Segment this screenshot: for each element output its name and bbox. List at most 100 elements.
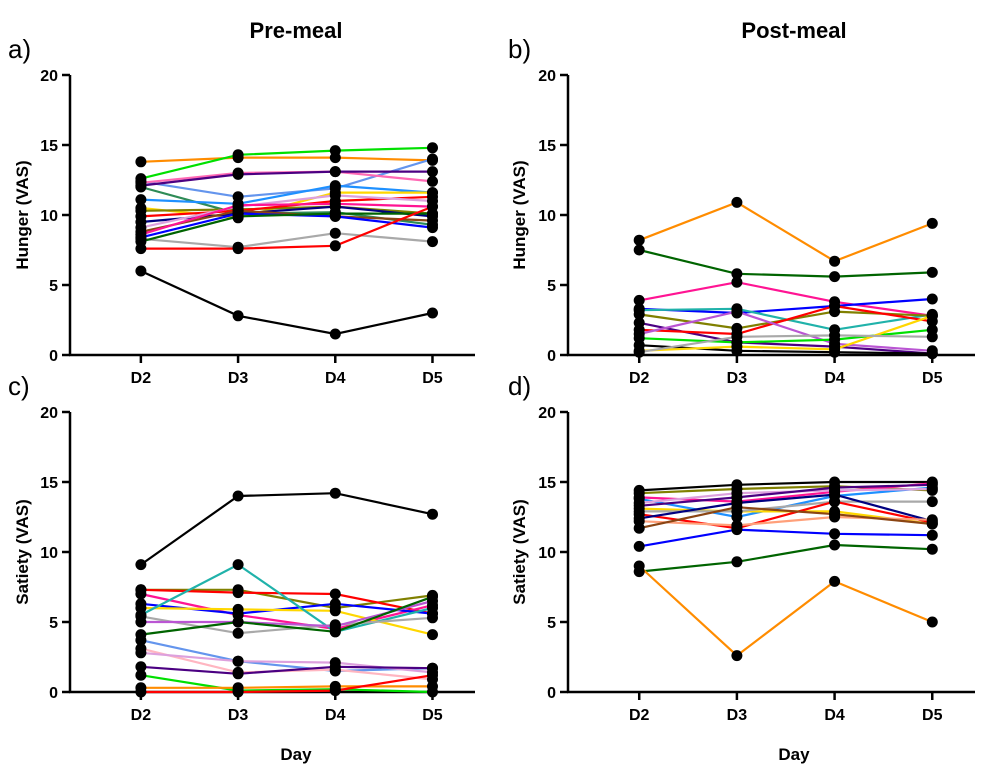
series-line: [140, 595, 433, 636]
series-line: [140, 674, 433, 694]
data-point: [427, 680, 438, 692]
data-point: [633, 522, 645, 534]
y-tick-label: 0: [49, 348, 58, 365]
y-axis-title: Hunger (VAS): [510, 160, 529, 269]
series-line: [639, 543, 933, 573]
y-tick-label: 5: [547, 278, 556, 295]
data-point: [232, 587, 244, 599]
panel-c: c) 0 5 10 15 20 D2 D3 D4 D5 Satiety (VAS): [8, 371, 475, 724]
data-point: [926, 496, 938, 508]
series-line: [140, 563, 433, 633]
data-point: [427, 236, 438, 248]
x-tick-label: D3: [727, 370, 748, 387]
data-point: [329, 328, 341, 340]
data-point: [329, 189, 341, 201]
y-tick-label: 5: [49, 615, 58, 632]
series-line: [140, 170, 433, 187]
data-point: [232, 603, 244, 615]
data-point: [427, 201, 438, 213]
data-point: [926, 266, 938, 278]
y-tick-label: 20: [538, 68, 556, 85]
data-point: [427, 307, 438, 319]
series-line: [140, 270, 433, 336]
data-point: [232, 490, 244, 502]
data-point: [329, 166, 341, 178]
x-tick-label: D2: [131, 707, 152, 724]
data-point: [135, 194, 147, 206]
data-point: [926, 293, 938, 305]
series-line: [140, 146, 433, 180]
data-point: [135, 669, 147, 681]
data-point: [731, 556, 743, 568]
x-tick-label: D3: [727, 707, 748, 724]
data-point: [329, 145, 341, 157]
series-line: [140, 184, 433, 205]
series-line: [639, 482, 933, 503]
series-line: [140, 205, 433, 250]
data-point: [135, 588, 147, 600]
series-line: [638, 506, 933, 530]
y-tick-label: 0: [49, 685, 58, 702]
series-line: [639, 483, 933, 507]
data-point: [427, 175, 438, 187]
data-point: [829, 300, 841, 312]
series-line: [639, 314, 933, 352]
data-point: [427, 508, 438, 520]
data-point: [427, 142, 438, 154]
x-tick-label: D5: [422, 370, 443, 387]
series-line: [140, 665, 433, 675]
series-line: [140, 156, 433, 163]
y-tick-label: 15: [538, 138, 556, 155]
x-tick-label: D2: [629, 707, 650, 724]
data-point: [329, 605, 341, 617]
y-tick-label: 0: [547, 685, 556, 702]
data-point: [232, 627, 244, 639]
data-point: [427, 612, 438, 624]
data-point: [926, 518, 938, 530]
data-point: [232, 243, 244, 255]
x-axis-title-left: Day: [280, 745, 312, 764]
data-point: [926, 529, 938, 541]
y-tick-label: 10: [538, 208, 556, 225]
data-point: [329, 626, 341, 638]
y-tick-label: 20: [40, 68, 58, 85]
data-point: [135, 181, 147, 193]
y-tick-label: 10: [40, 545, 58, 562]
data-point: [427, 669, 438, 681]
panel-d: d) 0 5 10 15 20 D2 D3 D4 D5 Satiety (VAS): [508, 371, 975, 724]
data-point: [829, 539, 841, 551]
data-point: [829, 489, 841, 501]
data-point: [135, 661, 147, 673]
data-point: [135, 647, 147, 659]
data-point: [329, 661, 341, 673]
panel-label-b: b): [508, 34, 531, 64]
series-line: [638, 201, 933, 263]
data-point: [926, 217, 938, 229]
data-point: [926, 348, 938, 360]
x-tick-label: D2: [629, 370, 650, 387]
data-point: [232, 686, 244, 698]
data-point: [427, 591, 438, 603]
data-point: [731, 276, 743, 288]
column-title-post-meal: Post-meal: [741, 18, 846, 43]
x-tick-label: D4: [824, 370, 845, 387]
y-axis-title: Satiety (VAS): [13, 499, 32, 605]
data-point: [633, 294, 645, 306]
data-point: [633, 244, 645, 256]
data-point: [731, 331, 743, 343]
data-point: [926, 479, 938, 491]
data-point: [329, 240, 341, 252]
y-axis-title: Satiety (VAS): [510, 499, 529, 605]
y-tick-label: 20: [538, 405, 556, 422]
data-point: [731, 268, 743, 280]
data-point: [427, 222, 438, 234]
data-point: [633, 560, 645, 572]
series-line: [638, 248, 933, 278]
data-point: [135, 686, 147, 698]
panel-a: a) 0 5 10 15 20 D2 D3 D4 D5 Hunger (VAS): [8, 34, 475, 387]
y-tick-label: 5: [49, 278, 58, 295]
data-point: [427, 629, 438, 641]
series-line: [140, 205, 433, 215]
data-point: [135, 634, 147, 646]
series-line: [639, 493, 933, 523]
